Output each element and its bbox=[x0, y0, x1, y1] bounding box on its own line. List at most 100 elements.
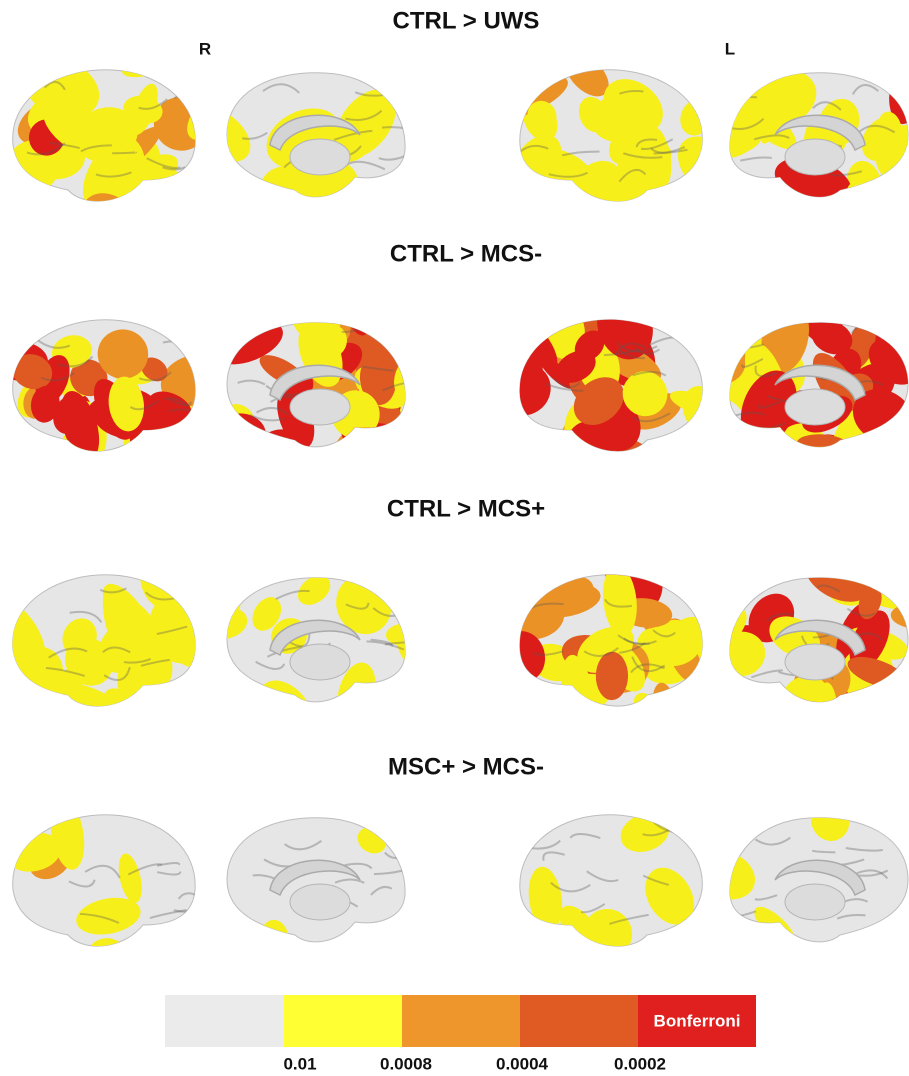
region bbox=[108, 376, 144, 432]
sulcus bbox=[99, 587, 127, 594]
region bbox=[520, 192, 550, 202]
region bbox=[654, 814, 697, 819]
sulcus bbox=[545, 383, 584, 392]
sulcus bbox=[287, 631, 311, 648]
sulcus bbox=[532, 650, 564, 656]
sulcus bbox=[174, 332, 196, 341]
activation-regions bbox=[12, 273, 196, 452]
sulcus bbox=[80, 912, 120, 924]
sulcus bbox=[640, 138, 674, 150]
sulcus bbox=[249, 413, 287, 422]
colorbar-segment bbox=[638, 995, 756, 1047]
sulcus bbox=[650, 146, 686, 154]
activation-regions bbox=[12, 69, 196, 202]
sulcus bbox=[266, 646, 303, 658]
sulcus bbox=[765, 612, 795, 623]
region bbox=[565, 69, 609, 97]
hemisphere-label: R bbox=[199, 39, 211, 58]
sulcus bbox=[178, 836, 196, 845]
sulcus bbox=[561, 150, 600, 157]
sulcus bbox=[583, 646, 619, 657]
colorbar-segment bbox=[165, 995, 284, 1047]
colorbar-tick: 0.0004 bbox=[496, 1054, 549, 1073]
region bbox=[148, 391, 192, 423]
sulcus bbox=[45, 667, 86, 677]
sulcus bbox=[609, 913, 649, 925]
thalamus bbox=[289, 138, 351, 176]
region bbox=[87, 534, 130, 573]
region bbox=[227, 607, 248, 639]
sulcus bbox=[275, 589, 310, 601]
sulcus bbox=[149, 908, 187, 920]
corpus-callosum bbox=[269, 859, 361, 897]
region bbox=[97, 131, 145, 178]
brain-surface bbox=[519, 574, 703, 707]
region bbox=[810, 817, 850, 842]
region bbox=[242, 445, 301, 447]
sulcus bbox=[157, 871, 182, 876]
corpus-callosum bbox=[774, 859, 866, 897]
brain-surface bbox=[519, 69, 703, 202]
brain-surface bbox=[729, 817, 909, 943]
corpus-callosum bbox=[269, 114, 361, 152]
panel-title: CTRL > MCS- bbox=[390, 240, 542, 267]
sulcus bbox=[138, 371, 172, 382]
region bbox=[141, 357, 168, 382]
sulcus bbox=[48, 647, 88, 659]
region bbox=[252, 597, 282, 631]
region bbox=[98, 617, 159, 674]
region bbox=[655, 447, 684, 452]
region bbox=[359, 352, 397, 406]
region bbox=[312, 324, 347, 359]
sulcus bbox=[40, 372, 75, 382]
sulcus bbox=[256, 407, 290, 416]
region bbox=[853, 188, 902, 197]
region bbox=[519, 631, 546, 682]
sulcus bbox=[262, 83, 300, 94]
sulcus bbox=[618, 348, 645, 360]
sulcus bbox=[632, 412, 671, 423]
sulcus bbox=[811, 849, 836, 854]
region bbox=[118, 853, 142, 903]
region bbox=[609, 120, 651, 165]
sulcus bbox=[333, 129, 373, 141]
sulcus bbox=[635, 138, 658, 148]
region bbox=[43, 104, 98, 155]
sulcus bbox=[652, 629, 676, 638]
region bbox=[804, 577, 873, 602]
brain-surface bbox=[226, 817, 406, 943]
colorbar-segment bbox=[520, 995, 638, 1047]
sulcus bbox=[830, 170, 863, 177]
thalamus bbox=[289, 643, 351, 681]
thalamus bbox=[784, 388, 846, 426]
region bbox=[156, 628, 196, 671]
region bbox=[645, 867, 694, 925]
activation-regions bbox=[519, 574, 703, 707]
sulcus bbox=[44, 80, 66, 91]
region bbox=[578, 96, 608, 133]
brain-surface bbox=[519, 814, 703, 947]
sulcus bbox=[156, 862, 181, 867]
region bbox=[57, 273, 88, 305]
sulcus bbox=[334, 878, 365, 884]
sulcus bbox=[255, 660, 286, 670]
colorbar-tick: 0.0002 bbox=[614, 1054, 666, 1073]
sulcus bbox=[95, 171, 132, 178]
region bbox=[648, 319, 689, 324]
sulcus bbox=[604, 598, 633, 608]
region bbox=[174, 423, 196, 452]
region bbox=[858, 585, 882, 620]
sulcus bbox=[630, 663, 665, 674]
region bbox=[738, 98, 797, 150]
activation-regions bbox=[12, 534, 196, 707]
sulcus bbox=[370, 886, 393, 896]
region bbox=[603, 574, 637, 637]
sulcus bbox=[156, 625, 188, 636]
region bbox=[13, 69, 45, 80]
region bbox=[335, 89, 396, 158]
region bbox=[65, 637, 113, 686]
region bbox=[272, 0, 336, 76]
activation-regions bbox=[227, 0, 406, 197]
region bbox=[385, 623, 406, 647]
region bbox=[795, 322, 836, 323]
